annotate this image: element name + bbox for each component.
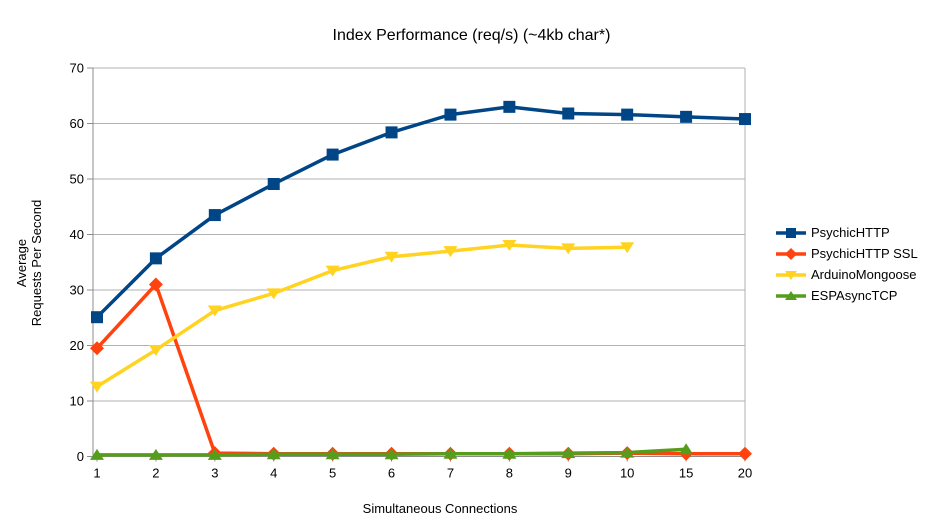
legend-swatch [776, 227, 806, 238]
triangle-up-marker-icon [148, 448, 163, 460]
diamond-marker-icon [90, 341, 104, 356]
square-marker-icon [149, 252, 162, 265]
x-tick-label: 15 [679, 466, 693, 481]
x-tick-label: 9 [565, 466, 572, 481]
x-tick-label: 5 [329, 466, 336, 481]
diamond-marker-icon [785, 247, 797, 260]
x-tick-label: 8 [506, 466, 513, 481]
square-marker-icon [680, 110, 693, 123]
legend-swatch [776, 270, 806, 280]
triangle-up-marker-icon [207, 448, 222, 460]
triangle-up-marker-icon [325, 448, 340, 460]
legend-item-espasynctcp: ESPAsyncTCP [776, 285, 918, 306]
square-marker-icon [786, 227, 796, 238]
triangle-down-marker-icon [443, 246, 458, 258]
triangle-up-marker-icon [679, 443, 694, 455]
legend-label: PsychicHTTP [811, 225, 890, 240]
square-marker-icon [621, 108, 634, 121]
x-tick-label: 2 [152, 466, 159, 481]
triangle-down-marker-icon [90, 381, 104, 393]
x-tick-label: 4 [270, 466, 277, 481]
gridlines [93, 67, 745, 457]
series-psychichttp [91, 100, 751, 324]
legend-label: ArduinoMongoose [811, 267, 917, 282]
chart-title: Index Performance (req/s) (~4kb char*) [332, 27, 611, 44]
series-line [96, 243, 628, 389]
x-tick-label: 3 [211, 466, 218, 481]
triangle-down-marker-icon [561, 243, 576, 255]
triangle-up-marker-icon [561, 447, 576, 459]
y-tick-label: 0 [77, 449, 84, 464]
square-marker-icon [326, 148, 339, 161]
legend-swatch [776, 247, 806, 260]
diamond-marker-icon [738, 446, 752, 461]
y-tick-label: 60 [70, 116, 84, 131]
legend-item-arduinomongoose: ArduinoMongoose [776, 264, 918, 285]
axes [87, 67, 746, 462]
triangle-up-marker-icon [620, 446, 635, 458]
square-marker-icon [444, 108, 457, 121]
legend-label: ESPAsyncTCP [811, 288, 898, 303]
legend: PsychicHTTP PsychicHTTP SSL ArduinoMongoos… [776, 222, 918, 306]
square-marker-icon [267, 177, 280, 190]
y-tick-label: 30 [70, 283, 84, 298]
triangle-down-marker-icon [502, 240, 517, 252]
series-line [95, 105, 746, 319]
triangle-down-marker-icon [148, 344, 163, 356]
square-marker-icon [385, 126, 398, 139]
triangle-down-marker-icon [384, 251, 399, 263]
square-marker-icon [562, 107, 575, 120]
triangle-up-marker-icon [502, 447, 517, 459]
y-tick-label: 70 [70, 61, 84, 76]
triangle-down-marker-icon [266, 288, 281, 300]
x-tick-label: 6 [388, 466, 395, 481]
legend-item-psychichttp: PsychicHTTP [776, 222, 918, 243]
triangle-down-marker-icon [620, 242, 635, 254]
y-tick-label: 20 [70, 338, 84, 353]
triangle-down-marker-icon [325, 265, 340, 277]
x-axis-title: Simultaneous Connections [362, 501, 518, 516]
legend-item-psychichttp-ssl: PsychicHTTP SSL [776, 243, 918, 264]
x-tick-label: 7 [447, 466, 454, 481]
x-tick-label: 1 [93, 466, 100, 481]
y-tick-label: 50 [70, 172, 84, 187]
square-marker-icon [739, 113, 751, 126]
triangle-up-marker-icon [384, 448, 399, 460]
legend-swatch [776, 290, 806, 300]
tick-labels: 0 10 20 30 40 50 60 70 1 2 3 4 5 6 7 8 9 10 15 20 [70, 61, 753, 481]
triangle-up-marker-icon [90, 448, 104, 460]
series-arduinomongoose [90, 240, 635, 393]
triangle-up-marker-icon [785, 290, 797, 300]
series-line [95, 282, 745, 456]
triangle-down-marker-icon [207, 305, 222, 317]
diamond-marker-icon [148, 277, 163, 292]
x-tick-label: 20 [738, 466, 752, 481]
x-tick-label: 10 [620, 466, 634, 481]
series-espasynctcp [90, 443, 694, 460]
triangle-up-marker-icon [443, 447, 458, 459]
triangle-down-marker-icon [785, 270, 797, 280]
legend-label: PsychicHTTP SSL [811, 246, 918, 261]
square-marker-icon [208, 209, 221, 222]
square-marker-icon [503, 100, 516, 113]
y-tick-label: 40 [70, 227, 84, 242]
series-psychichttp-ssl [90, 277, 752, 461]
y-tick-label: 10 [70, 394, 84, 409]
triangle-up-marker-icon [266, 448, 281, 460]
square-marker-icon [91, 311, 103, 324]
